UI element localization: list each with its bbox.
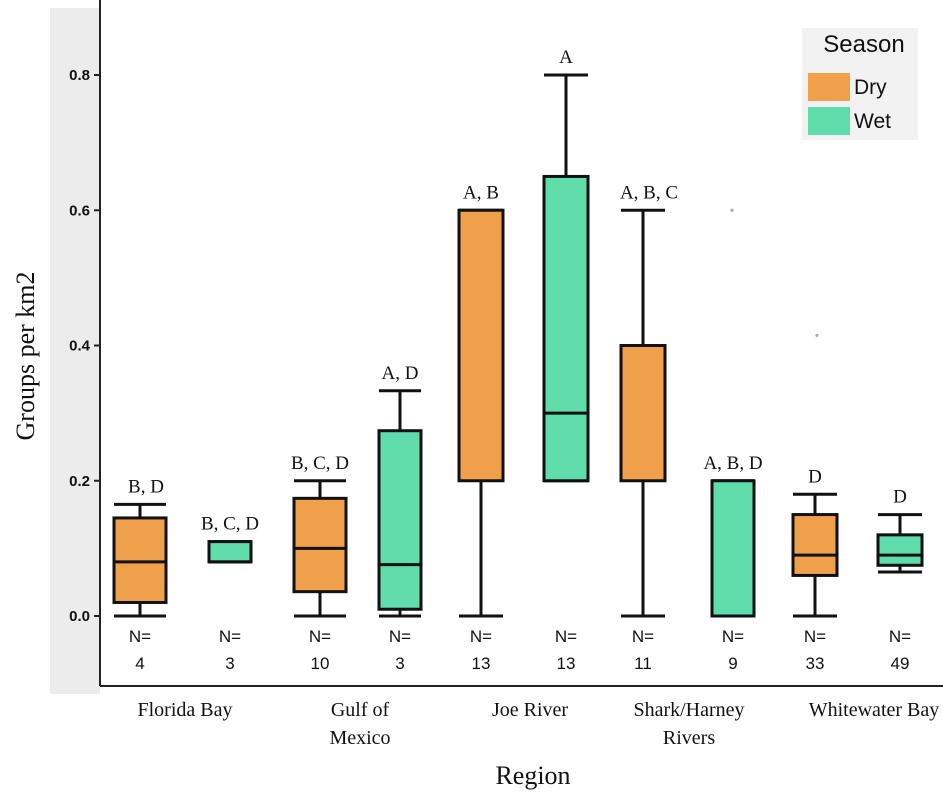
sample-size-value: 10 (311, 654, 330, 673)
x-category-label: Mexico (329, 727, 390, 749)
boxes-layer (112, 73, 924, 618)
iqr-box (112, 516, 168, 604)
y-tick-label: 0.0 (69, 608, 90, 625)
legend-swatch-dry (808, 73, 850, 101)
iqr-box (791, 513, 839, 577)
iqr-box (710, 479, 756, 618)
iqr-box (876, 533, 924, 567)
sample-size-prefix: N= (309, 627, 331, 646)
significance-label: D (893, 487, 907, 508)
sample-size-prefix: N= (804, 627, 826, 646)
sample-size-value: 13 (557, 654, 576, 673)
sample-size-prefix: N= (722, 627, 744, 646)
x-category-label: Whitewater Bay (809, 699, 940, 721)
x-category-label: Gulf of (331, 699, 390, 721)
box-7 (619, 208, 667, 618)
box-4 (377, 389, 423, 618)
plot-frame (50, 0, 943, 694)
sample-size-prefix: N= (129, 627, 151, 646)
iqr-box (619, 344, 667, 483)
sample-size-prefix: N= (470, 627, 492, 646)
x-category-label: Joe River (492, 699, 568, 721)
sample-size-value: 13 (472, 654, 491, 673)
sample-size-value: 33 (806, 654, 825, 673)
x-category-label: Florida Bay (138, 699, 233, 721)
box-1 (112, 502, 168, 618)
sample-size-prefix: N= (389, 627, 411, 646)
box-5 (457, 208, 505, 618)
legend-title: Season (823, 31, 904, 58)
box-9 (791, 492, 839, 618)
iqr-box (207, 540, 253, 564)
box-3 (292, 479, 348, 618)
box-10 (876, 513, 924, 574)
sample-size-value: 11 (634, 654, 652, 673)
sample-size-value: 3 (395, 654, 404, 673)
significance-label: A (559, 47, 573, 68)
y-tick-label: 0.4 (69, 338, 91, 355)
iqr-box (292, 496, 348, 594)
legend-label-dry: Dry (854, 76, 887, 99)
x-axis-title: Region (495, 761, 570, 790)
annotations-layer: B, D N= 4 B, C, D N= 3 B, C, D N= 10 A, D N= 3 A, B N… (128, 47, 911, 673)
legend: Season Dry Wet (802, 28, 918, 140)
axis-gutter (50, 8, 100, 694)
significance-label: A, B (463, 182, 499, 203)
sample-size-prefix: N= (632, 627, 654, 646)
box-8 (710, 479, 756, 618)
sample-size-value: 4 (135, 654, 144, 673)
y-axis: 0.0 0.2 0.4 0.6 0.8 (69, 67, 100, 625)
y-tick-label: 0.2 (69, 473, 90, 490)
iqr-box (542, 174, 590, 483)
sample-size-prefix: N= (555, 627, 577, 646)
outlier-point (815, 333, 819, 337)
significance-label: A, B, D (703, 453, 762, 474)
sample-size-prefix: N= (889, 627, 911, 646)
box-6 (542, 73, 590, 483)
legend-label-wet: Wet (854, 110, 891, 133)
significance-label: B, C, D (291, 453, 349, 474)
significance-label: B, D (128, 476, 164, 497)
iqr-box (377, 429, 423, 611)
sample-size-value: 9 (728, 654, 737, 673)
significance-label: B, C, D (201, 514, 259, 535)
y-tick-label: 0.6 (69, 202, 90, 219)
iqr-box (457, 208, 505, 483)
sample-size-prefix: N= (219, 627, 241, 646)
significance-label: A, D (382, 363, 419, 384)
significance-label: A, B, C (620, 182, 678, 203)
y-axis-title: Groups per km2 (11, 272, 40, 441)
x-category-label: Rivers (663, 727, 715, 749)
sample-size-value: 3 (225, 654, 234, 673)
significance-label: D (808, 466, 822, 487)
y-tick-label: 0.8 (69, 67, 90, 84)
sample-size-value: 49 (891, 654, 910, 673)
x-axis: Florida Bay Gulf of Mexico Joe River Shark/H… (138, 699, 940, 749)
outlier-point (730, 208, 734, 212)
x-category-label: Shark/Harney (633, 699, 744, 721)
box-2 (207, 540, 253, 564)
legend-swatch-wet (808, 107, 850, 135)
